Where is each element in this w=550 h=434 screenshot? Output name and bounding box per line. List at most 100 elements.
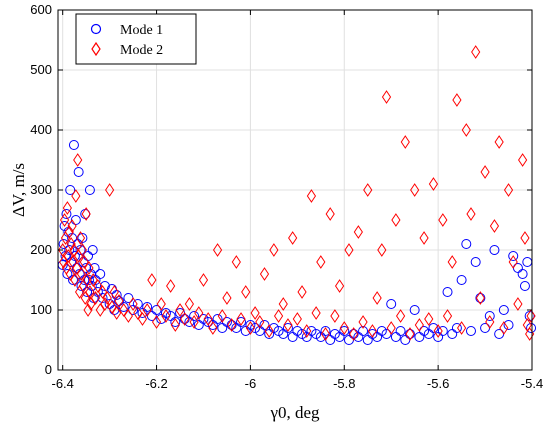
mode2-point [102, 291, 112, 305]
mode2-point [255, 315, 265, 329]
mode2-point [67, 219, 77, 233]
mode2-point [334, 279, 345, 293]
mode2-point [80, 291, 90, 305]
grid-lines [58, 9, 533, 371]
axis-ticks: -6.4 -6.2 -6 -5.8 -5.6 -5.4 0 100 200 300 400 500 60… [30, 2, 543, 391]
mode1-point [77, 233, 88, 243]
mode2-point [508, 255, 518, 269]
mode2-point [466, 207, 476, 221]
mode1-point [69, 251, 80, 261]
mode2-point [283, 318, 293, 332]
mode2-point [269, 243, 279, 257]
mode2-point [457, 321, 467, 335]
mode2-point [88, 273, 98, 287]
mode2-point [494, 135, 504, 149]
mode2-point [66, 237, 76, 251]
mode2-point [198, 273, 209, 287]
mode2-point [513, 297, 523, 311]
mode2-point [76, 267, 87, 281]
mode2-point [250, 306, 260, 320]
mode2-point [180, 312, 190, 326]
mode1-point [189, 311, 200, 321]
mode1-point [503, 320, 514, 330]
mode2-point [212, 243, 223, 257]
mode1-point [470, 257, 481, 267]
mode2-point [503, 183, 514, 197]
mode2-point [358, 315, 368, 329]
mode2-point [175, 303, 185, 317]
mode2-point [161, 309, 171, 323]
mode2-point [302, 324, 312, 338]
mode2-point [83, 303, 93, 317]
mode2-point [245, 321, 256, 335]
mode2-point [82, 273, 92, 287]
mode1-point [461, 239, 472, 249]
mode2-point [372, 291, 382, 305]
mode2-point [424, 312, 434, 326]
mode2-point [69, 243, 79, 257]
mode2-point [133, 306, 143, 320]
mode2-point [489, 219, 500, 233]
mode2-point [65, 267, 75, 281]
y-tick-label: 400 [30, 122, 52, 137]
mode1-point [62, 269, 73, 279]
mode2-point [105, 183, 115, 197]
mode2-point [194, 306, 204, 320]
mode1-point [61, 209, 72, 219]
mode2-point [480, 165, 490, 179]
mode1-point [517, 269, 528, 279]
mode2-point [428, 177, 439, 191]
mode2-point [217, 309, 227, 323]
mode1-point [508, 251, 519, 261]
mode2-point [447, 255, 457, 269]
mode2-point [292, 312, 302, 326]
mode2-point [75, 231, 86, 245]
legend-mode1-label: Mode 1 [120, 23, 163, 38]
mode1-point [64, 245, 75, 255]
mode2-point [410, 183, 420, 197]
mode2-point [241, 285, 251, 299]
mode2-point [485, 315, 495, 329]
x-tick-label: -6 [245, 376, 257, 391]
mode1-point [65, 185, 76, 195]
mode2-point [64, 225, 74, 239]
mode1-point [73, 167, 84, 177]
mode2-point [325, 207, 335, 221]
mode1-point [68, 140, 79, 150]
mode2-point [77, 243, 88, 257]
mode1-point [99, 281, 110, 291]
mode2-point [367, 324, 378, 338]
mode2-point [419, 231, 429, 245]
mode2-point [499, 321, 509, 335]
mode2-point [518, 153, 528, 167]
mode1-point [437, 326, 448, 336]
mode1-point [386, 299, 397, 309]
mode2-point [273, 309, 284, 323]
mode1-point [519, 281, 530, 291]
y-axis-label: ΔV, m/s [9, 163, 28, 217]
mode2-point [316, 255, 326, 269]
mode2-point [438, 213, 448, 227]
mode2-point [70, 273, 80, 287]
mode2-point [377, 243, 387, 257]
mode2-point [471, 45, 481, 59]
mode2-point [84, 261, 94, 275]
y-tick-label: 200 [30, 242, 52, 257]
mode2-point [297, 285, 307, 299]
mode1-point [489, 245, 500, 255]
mode2-point [59, 255, 69, 269]
mode2-point [520, 231, 530, 245]
mode2-point [405, 327, 415, 341]
mode1-point [498, 305, 509, 315]
mode2-point [112, 306, 122, 320]
mode2-point [151, 315, 162, 329]
mode1-point [456, 275, 467, 285]
mode1-point [442, 287, 453, 297]
mode2-point [62, 201, 72, 215]
mode2-point [97, 285, 108, 299]
mode2-point [71, 189, 81, 203]
mode2-point [208, 321, 218, 335]
legend: Mode 1 Mode 2 [75, 13, 197, 65]
mode2-point [442, 309, 453, 323]
